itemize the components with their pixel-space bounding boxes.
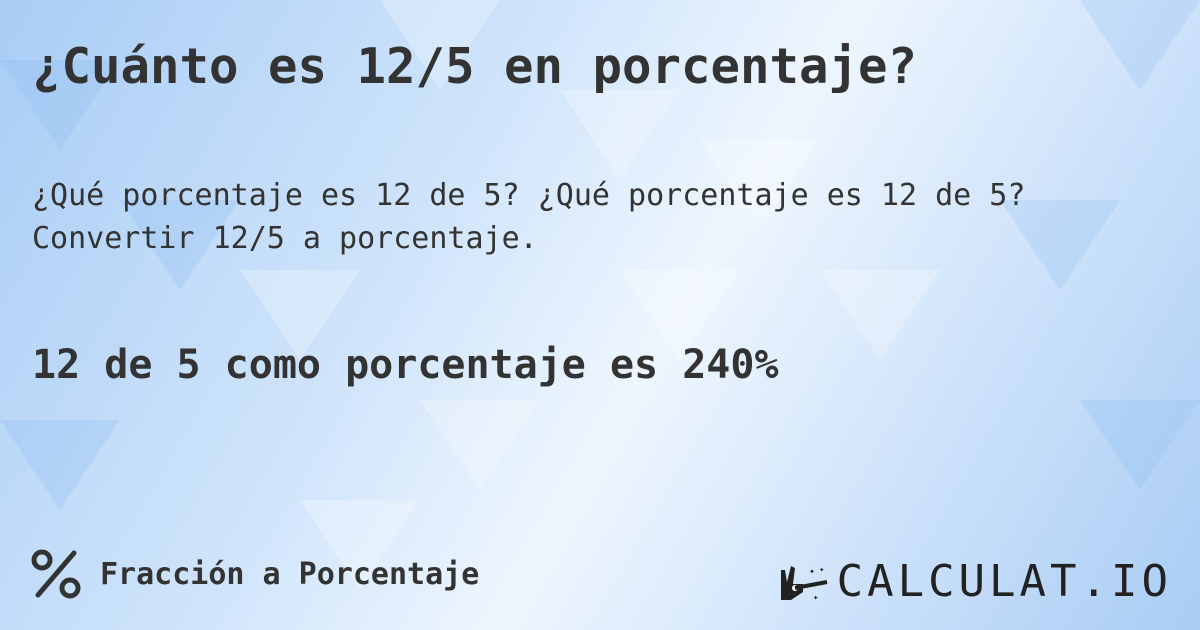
percent-icon xyxy=(31,549,81,599)
magic-hand-icon: ✦ ✦ ✦ xyxy=(780,565,827,603)
subtitle-line-2: Convertir 12/5 a porcentaje. xyxy=(32,221,538,256)
subtitle-line-1: ¿Qué porcentaje es 12 de 5? ¿Qué porcent… xyxy=(32,178,1026,213)
logo-text: CALCULAT.IO xyxy=(836,556,1172,607)
calculat-io-logo[interactable]: ✦ ✦ ✦ CALCULAT.IO xyxy=(777,556,1172,607)
subtitle: ¿Qué porcentaje es 12 de 5? ¿Qué porcent… xyxy=(32,174,1025,260)
category-label: Fracción a Porcentaje xyxy=(100,556,480,592)
answer-text: 12 de 5 como porcentaje es 240% xyxy=(32,342,779,388)
svg-text:✦: ✦ xyxy=(809,566,815,577)
category-link[interactable]: Fracción a Porcentaje xyxy=(30,548,479,600)
page-title: ¿Cuánto es 12/5 en porcentaje? xyxy=(32,38,918,95)
svg-text:✦: ✦ xyxy=(819,565,825,575)
svg-text:✦: ✦ xyxy=(813,593,819,603)
